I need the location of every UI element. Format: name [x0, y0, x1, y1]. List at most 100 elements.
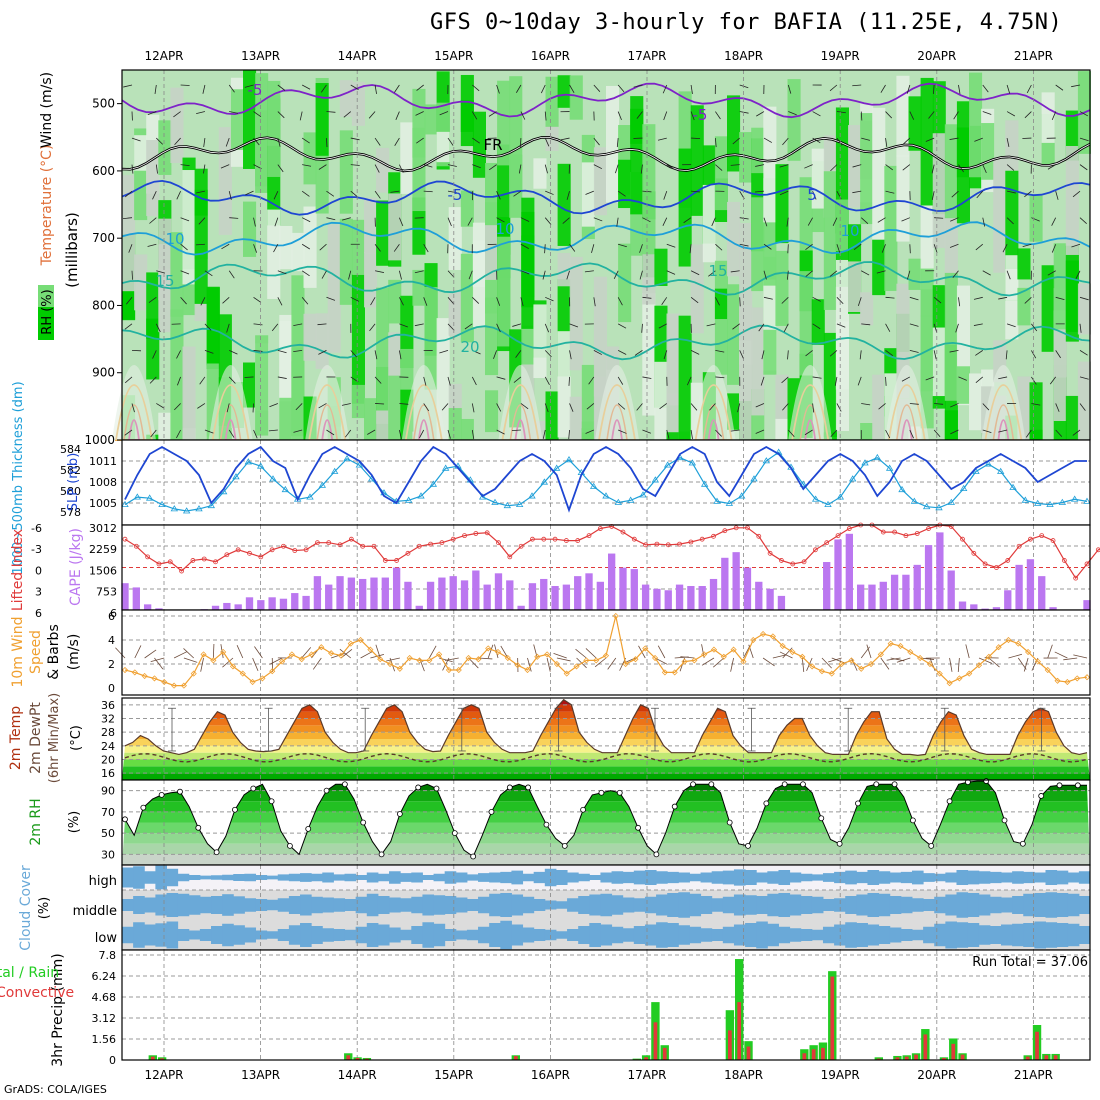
thickness-marker: [910, 497, 919, 504]
dry-plume-shade: [981, 365, 1026, 440]
cloud-cell-high: [233, 874, 245, 881]
wind-barb: [787, 84, 792, 94]
rh-shade-cell: [230, 89, 244, 151]
cloud-cell-middle: [1056, 893, 1069, 917]
wind10m-panel: [115, 610, 1091, 695]
isotherm-label: -5: [248, 81, 263, 99]
rh-shade-cell: [376, 200, 390, 266]
wind-barb: [343, 111, 352, 118]
cloud-cell-low: [389, 927, 401, 943]
cloud-cell-low: [722, 926, 735, 944]
wind10m-marker: [161, 678, 168, 686]
cloud-cell-low: [444, 929, 457, 941]
cape-bar: [313, 576, 322, 610]
wind-barb: [496, 403, 502, 412]
wind10m-marker: [661, 669, 668, 676]
x-tick-label-top: 13APR: [241, 49, 280, 63]
temp-band: [122, 752, 1090, 760]
wind-barb: [812, 137, 821, 144]
lifted-index-axis-label: Lifted Index: [10, 529, 26, 611]
rh-shade-cell: [134, 135, 148, 171]
rh2m-marker: [873, 781, 880, 788]
wind-barb: [569, 243, 576, 252]
wind-barb: [690, 84, 693, 94]
cloud-cell-high: [923, 873, 935, 882]
cloud-cell-high: [199, 875, 212, 880]
rh-legend-swatch-light: [38, 285, 54, 307]
thickness-marker: [1083, 497, 1091, 504]
cloud-cell-low: [633, 926, 646, 944]
wind-barb: [925, 376, 935, 381]
cloud-cell-high: [478, 873, 490, 882]
temp2m-tick-label: 36: [101, 699, 115, 712]
rh2m-marker: [396, 811, 403, 817]
wind-barb: [829, 350, 838, 357]
wind-barb: [520, 111, 526, 120]
lifted-index-marker: [416, 543, 422, 549]
wind10m-marker: [759, 630, 767, 638]
cloud-cell-low: [611, 926, 624, 944]
cloud-cell-low: [923, 926, 935, 944]
wind-barb: [253, 137, 260, 146]
rh2m-line: [124, 780, 1087, 858]
cloud-cell-middle: [822, 899, 835, 911]
cape-bar: [653, 588, 661, 610]
wind-barb: [1071, 84, 1081, 88]
wind-barb: [885, 190, 895, 194]
wind-barb: [317, 323, 327, 326]
wind-barb: [471, 376, 477, 386]
wind-barb: [1079, 137, 1089, 142]
lifted-index-marker: [801, 559, 807, 565]
wind-barb: [973, 296, 983, 300]
thickness-marker: [404, 496, 413, 503]
lifted-index-marker: [1050, 538, 1056, 543]
precip-convective-bar: [746, 1046, 751, 1060]
cloud-label-low: low: [95, 931, 118, 946]
isotherm-line: [121, 179, 1091, 216]
temp2m-tick-label: 24: [101, 740, 115, 753]
rh-shade-cell: [303, 206, 317, 288]
isotherm-label: -5: [448, 186, 463, 204]
wind-barb: [782, 137, 789, 146]
rh-shade-cell: [158, 218, 172, 333]
wind-barb: [857, 297, 862, 306]
cloud-cell-low: [656, 922, 668, 948]
cloud-cell-middle: [233, 896, 245, 914]
wind10m-marker: [966, 670, 973, 677]
cloud-cell-middle: [211, 896, 223, 914]
precip-convective-bar: [653, 1022, 658, 1060]
wind-barb: [950, 429, 959, 435]
wind-barb: [982, 84, 989, 93]
precip-tick-label: 6.24: [92, 970, 117, 983]
wind-barb: [447, 297, 455, 305]
temp2m-axis-label-4: (°C): [69, 725, 84, 751]
wind-barb: [253, 244, 258, 253]
wind-barb: [715, 164, 723, 171]
rh2m-marker: [232, 806, 238, 813]
cloud-cell-low: [155, 923, 168, 947]
wind-barb: [925, 137, 935, 142]
x-tick-label-bottom: 16APR: [531, 1068, 570, 1082]
cloud-cell-low: [845, 922, 857, 948]
wind-barb: [496, 190, 501, 200]
wind-barb: [447, 190, 457, 194]
x-tick-label-bottom: 18APR: [724, 1068, 763, 1082]
wind-barb: [150, 429, 157, 438]
temp2m-tick-label: 28: [101, 726, 115, 739]
wind-barb: [812, 403, 815, 413]
rh-shade-cell: [1065, 146, 1079, 261]
cloud-cell-low: [667, 923, 679, 947]
wind-barb: [180, 297, 187, 305]
rh2m-marker: [910, 817, 916, 824]
wind-barb: [949, 349, 959, 353]
precip-convective-bar: [513, 1055, 518, 1060]
wind-barb: [885, 323, 891, 332]
wind10m-marker: [740, 658, 747, 665]
wind10m-marker: [956, 675, 963, 682]
wind-barb: [350, 350, 358, 358]
cloud-cell-middle: [622, 897, 635, 913]
wind-barb: [1079, 111, 1089, 117]
wind10m-barb: [896, 657, 911, 663]
rh-shade-cell: [1053, 329, 1067, 421]
cloud-cell-middle: [544, 900, 557, 910]
